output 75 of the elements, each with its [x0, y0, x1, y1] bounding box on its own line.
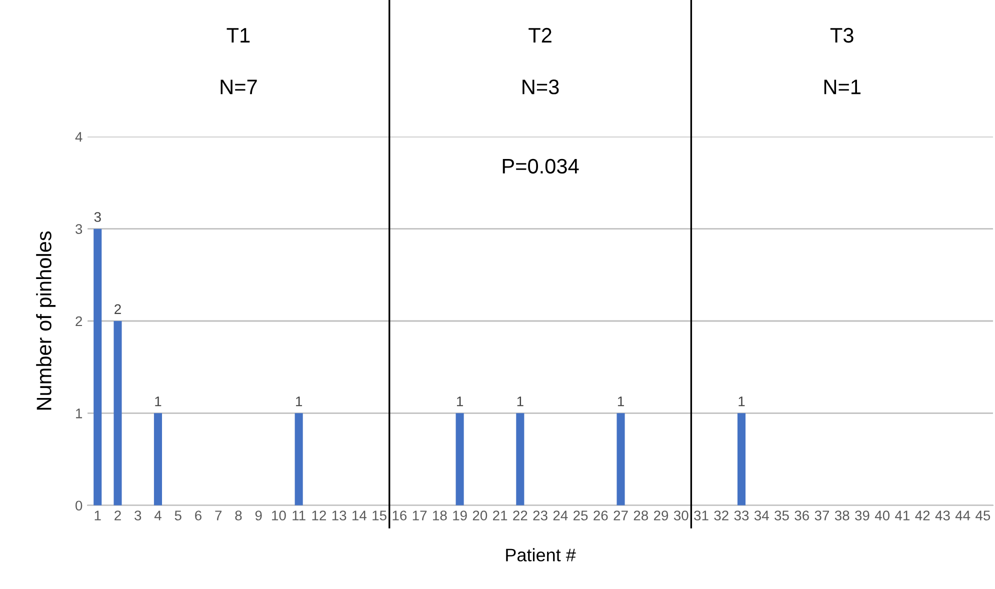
- y-tick-label: 3: [76, 224, 82, 234]
- x-tick-label: 9: [255, 510, 262, 520]
- data-label: 1: [738, 396, 745, 406]
- x-tick-label: 4: [154, 510, 162, 520]
- data-label: 1: [457, 396, 463, 406]
- bar: [456, 413, 464, 506]
- x-tick-label: 33: [734, 510, 749, 520]
- bar: [737, 413, 746, 506]
- x-tick-label: 24: [553, 510, 568, 520]
- text: T2: [528, 28, 552, 42]
- x-axis-title: Patient #: [506, 548, 576, 562]
- annotation: P=0.034: [502, 158, 579, 174]
- x-tick-label: 29: [654, 510, 668, 520]
- data-label: 1: [296, 396, 302, 406]
- data-label: 1: [618, 396, 624, 406]
- x-tick-label: 18: [433, 510, 447, 520]
- x-tick-label: 26: [594, 510, 608, 520]
- x-tick-label: 42: [915, 510, 930, 520]
- x-tick-label: 45: [976, 510, 990, 520]
- text: T3: [830, 28, 854, 43]
- x-tick-label: 34: [754, 510, 769, 520]
- x-tick-label: 36: [794, 510, 809, 520]
- x-tick-label: 30: [674, 510, 688, 520]
- bar: [154, 413, 162, 506]
- x-tick-label: 2: [114, 510, 121, 520]
- y-tick-label: 0: [76, 500, 82, 511]
- y-tick-label: 2: [76, 316, 82, 326]
- y-axis-title: Number of pinholes: [36, 231, 56, 410]
- x-tick-label: 15: [372, 510, 386, 520]
- x-tick-label: 35: [774, 510, 789, 520]
- x-tick-label: 17: [412, 510, 427, 520]
- x-tick-label: 43: [935, 510, 950, 520]
- data-label: 1: [517, 396, 524, 406]
- x-tick-label: 31: [694, 510, 708, 520]
- x-tick-label: 3: [134, 510, 142, 520]
- data-label: 2: [114, 304, 121, 314]
- x-tick-label: 37: [814, 510, 830, 520]
- x-tick-label: 13: [332, 510, 346, 520]
- text: N=1: [824, 80, 860, 94]
- x-tick-label: 5: [174, 510, 182, 520]
- x-tick-label: 19: [453, 510, 467, 520]
- x-tick-label: 11: [292, 510, 306, 520]
- x-tick-label: 10: [272, 510, 286, 520]
- text: N=3: [522, 80, 559, 94]
- x-tick-label: 28: [634, 510, 648, 520]
- x-tick-label: 23: [533, 510, 548, 520]
- text: N=7: [220, 80, 257, 94]
- x-tick-label: 40: [874, 510, 890, 520]
- data-label: 3: [94, 212, 101, 222]
- data-label: 1: [155, 396, 162, 406]
- y-tick-label: 4: [75, 132, 82, 142]
- bar: [294, 413, 303, 506]
- text: T1: [226, 28, 250, 42]
- bar: [616, 413, 625, 506]
- x-tick-label: 14: [352, 510, 367, 520]
- x-tick-label: 8: [235, 510, 242, 520]
- x-tick-label: 12: [312, 510, 326, 520]
- x-tick-label: 16: [392, 510, 407, 520]
- x-tick-label: 20: [472, 510, 488, 520]
- x-tick-label: 25: [574, 510, 588, 520]
- x-tick-label: 32: [714, 510, 728, 520]
- y-tick-label: 1: [76, 408, 82, 418]
- x-tick-label: 7: [215, 510, 222, 520]
- x-tick-label: 41: [895, 510, 910, 520]
- bar: [114, 321, 122, 506]
- x-tick-label: 22: [513, 510, 528, 520]
- x-tick-label: 6: [195, 510, 202, 520]
- bar: [516, 413, 524, 506]
- x-tick-label: 27: [614, 510, 628, 520]
- x-tick-label: 21: [493, 510, 508, 520]
- x-tick-label: 38: [834, 510, 850, 520]
- x-tick-label: 1: [94, 510, 101, 520]
- bar: [94, 228, 102, 506]
- x-tick-label: 39: [855, 510, 870, 520]
- x-tick-label: 44: [955, 510, 970, 520]
